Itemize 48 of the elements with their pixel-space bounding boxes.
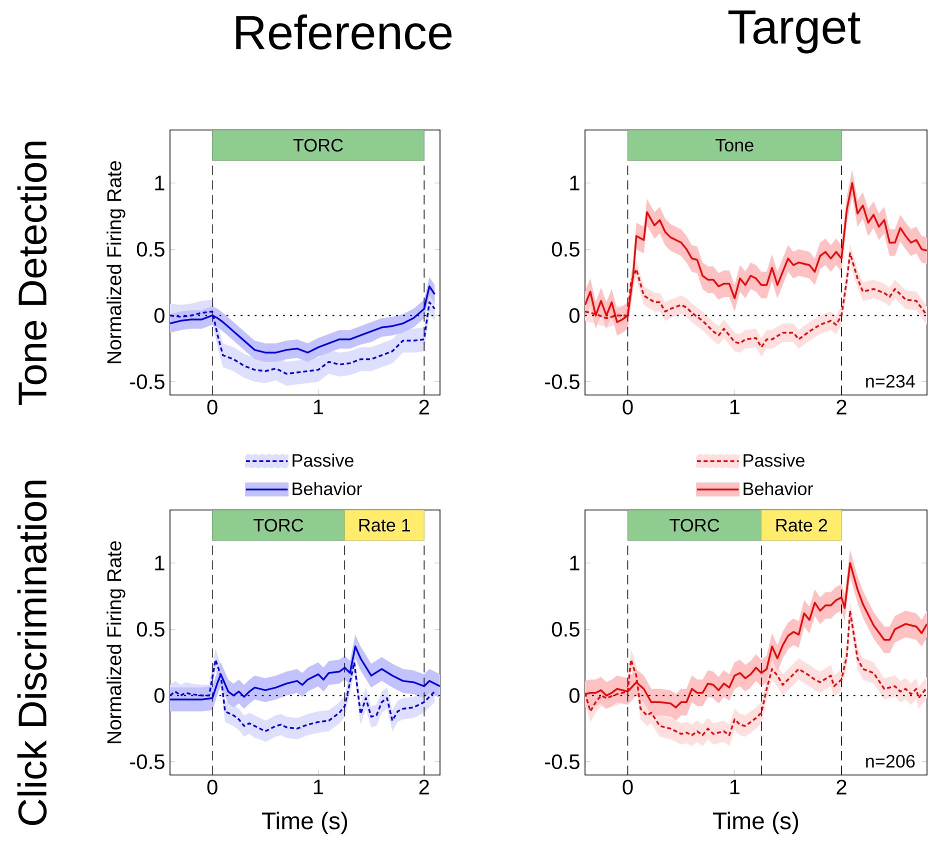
- band-label: Rate 1: [359, 518, 410, 532]
- band-label: Rate 2: [776, 518, 828, 532]
- y-tick-label: 1: [155, 176, 164, 190]
- x-tick-label: 1: [730, 400, 740, 414]
- x-axis-title: Time (s): [262, 812, 348, 834]
- x-tick-label: 2: [836, 400, 846, 414]
- y-tick-label: -0.5: [130, 374, 164, 390]
- chart-title: Reference: [236, 14, 452, 50]
- y-tick-label: 1: [570, 176, 580, 190]
- x-axis-title: Time (s): [713, 812, 798, 834]
- legend-label: Behavior: [292, 482, 362, 496]
- y-tick-label: 0: [154, 688, 164, 703]
- y-tick-label: 1: [570, 556, 580, 570]
- band-label: TORC: [293, 138, 343, 152]
- x-tick-label: 2: [836, 780, 846, 794]
- x-tick-label: 0: [622, 780, 633, 795]
- y-tick-label: 0.5: [552, 622, 580, 637]
- legend-label: Passive: [744, 454, 804, 467]
- x-tick-label: 1: [730, 780, 740, 794]
- band-label: TORC: [254, 518, 304, 532]
- text: Tone Detection: [17, 142, 47, 406]
- text: Click Discrimination: [17, 480, 47, 825]
- y-axis-title: Normalized Firing Rate: [106, 541, 126, 744]
- x-tick-label: 0: [207, 400, 218, 415]
- y-tick-label: -0.5: [545, 754, 580, 770]
- y-tick-label: -0.5: [545, 374, 580, 390]
- x-tick-label: 0: [207, 780, 218, 795]
- x-tick-label: 0: [622, 400, 633, 415]
- y-tick-label: 0.5: [136, 242, 164, 257]
- y-tick-label: 1: [155, 556, 164, 570]
- y-tick-label: -0.5: [130, 754, 164, 770]
- y-tick-label: 0: [569, 308, 580, 323]
- x-tick-label: 1: [314, 780, 324, 794]
- legend-label: Passive: [292, 454, 354, 467]
- y-axis-title: Normalized Firing Rate: [106, 161, 126, 364]
- band-label: TORC: [670, 518, 720, 532]
- x-tick-label: 2: [419, 780, 429, 794]
- band-label: Tone: [716, 138, 754, 152]
- annotation: n=234: [866, 374, 915, 388]
- x-tick-label: 1: [314, 400, 324, 414]
- legend-label: Behavior: [744, 482, 813, 496]
- annotation: n=206: [866, 754, 915, 768]
- x-tick-label: 2: [419, 400, 429, 414]
- y-tick-label: 0: [154, 308, 164, 323]
- y-tick-label: 0: [569, 688, 580, 703]
- y-tick-label: 0.5: [552, 242, 580, 257]
- chart-title: Target: [728, 10, 860, 54]
- y-tick-label: 0.5: [136, 622, 164, 637]
